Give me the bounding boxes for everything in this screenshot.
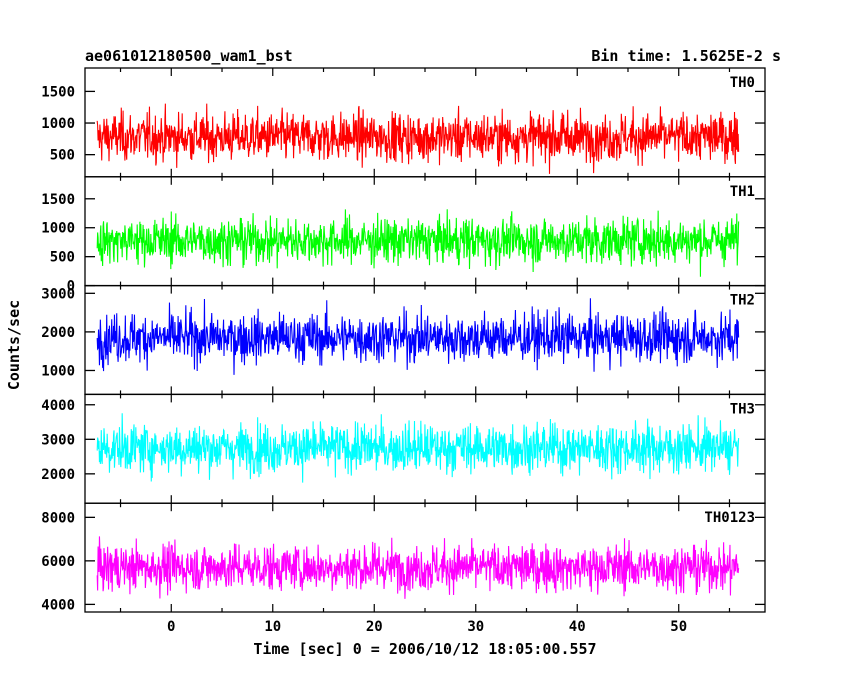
y-tick-label: 1500 [41,84,75,100]
figure-title-right: Bin time: 1.5625E-2 s [591,47,781,65]
y-tick-label: 1000 [41,116,75,132]
y-tick-label: 2000 [41,325,75,341]
channel-label-th1: TH1 [730,184,755,200]
channel-label-th0123: TH0123 [704,510,755,526]
channel-label-th0: TH0 [730,75,755,91]
y-tick-label: 1000 [41,363,75,379]
channel-label-th2: TH2 [730,293,755,309]
figure-title-left: ae061012180500_wam1_bst [85,47,293,65]
x-tick-label: 0 [167,619,175,635]
y-tick-label: 8000 [41,510,75,526]
x-tick-label: 40 [569,619,586,635]
x-tick-label: 20 [366,619,383,635]
series-line-th2 [97,298,738,375]
x-tick-label: 50 [670,619,687,635]
x-tick-label: 30 [467,619,484,635]
series-line-th1 [97,209,738,276]
y-tick-label: 1000 [41,221,75,237]
y-tick-label: 500 [50,148,75,164]
x-tick-label: 10 [264,619,281,635]
y-tick-label: 4000 [41,398,75,414]
y-tick-label: 4000 [41,597,75,613]
series-line-th3 [97,413,738,482]
y-axis-title: Counts/sec [5,300,23,390]
series-line-th0123 [97,536,738,598]
y-tick-label: 6000 [41,554,75,570]
y-tick-label: 1500 [41,192,75,208]
series-line-th0 [97,104,738,174]
x-axis-ticks: 0 10 20 30 40 50 [167,619,687,635]
x-axis-title: Time [sec] 0 = 2006/10/12 18:05:00.557 [253,640,596,658]
y-tick-label: 500 [50,250,75,266]
y-tick-label: 2000 [41,467,75,483]
channel-label-th3: TH3 [730,401,755,417]
panel-th2: 1000 2000 3000 TH2 [41,286,765,395]
panel-th0123: 4000 6000 8000 TH0123 [41,503,765,613]
y-tick-label: 3000 [41,432,75,448]
y-tick-label: 3000 [41,286,75,302]
panel-th3: 2000 3000 4000 TH3 [41,394,765,503]
panel-th0: 500 1000 1500 TH0 [41,68,765,177]
panel-frame [85,68,765,177]
